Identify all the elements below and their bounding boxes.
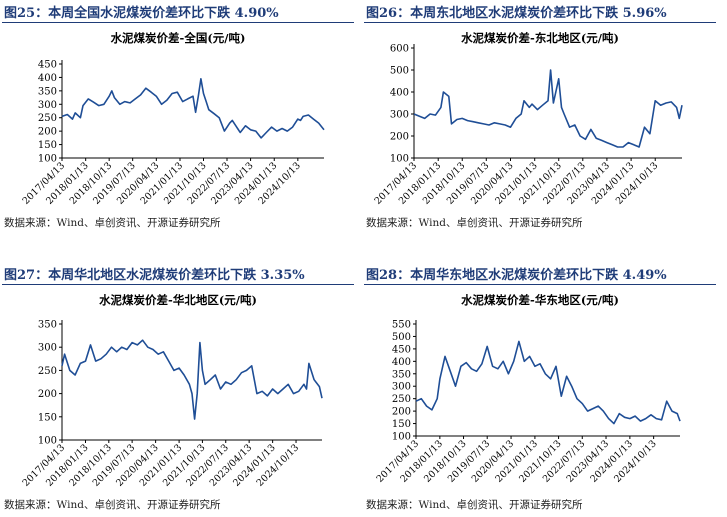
chart: 水泥煤炭价差-全国(元/吨)45040035030025020015010020… (21, 31, 325, 207)
figure-panel: 图25：本周全国水泥煤炭价差环比下跌 4.90% 水泥煤炭价差-全国(元/吨) 4… (2, 0, 358, 255)
title-rule (2, 22, 354, 23)
source-note: 数据来源：Wind、卓创资讯、开源证券研究所 (4, 499, 221, 511)
y-tick-label: 300 (38, 343, 57, 354)
figure-title: 图26：本周东北地区水泥煤炭价差环比下跌 5.96% (366, 6, 667, 21)
chart: 水泥煤炭价差-东北地区(元/吨)6005004003002001002017/0… (373, 31, 683, 207)
title-rule (2, 284, 354, 285)
y-tick-label: 500 (392, 332, 411, 343)
source-note: 数据来源：Wind、卓创资讯、开源证券研究所 (366, 499, 583, 511)
series-line (61, 77, 325, 139)
chart-title: 水泥煤炭价差-华北地区(元/吨) (99, 293, 257, 307)
y-tick-label: 400 (38, 73, 57, 84)
title-rule (364, 22, 716, 23)
y-tick-label: 200 (390, 132, 409, 143)
figure-title: 图28：本周华东地区水泥煤炭价差环比下跌 4.49% (366, 268, 667, 283)
y-tick-label: 450 (38, 60, 57, 71)
y-tick-label: 350 (392, 369, 411, 380)
chart-title: 水泥煤炭价差-全国(元/吨) (111, 31, 246, 45)
y-tick-label: 250 (392, 394, 411, 405)
series-line (413, 69, 683, 148)
y-tick-label: 300 (390, 110, 409, 121)
y-tick-label: 250 (38, 113, 57, 124)
y-tick-label: 550 (392, 320, 411, 331)
y-tick-label: 350 (38, 320, 57, 331)
y-tick-label: 200 (392, 407, 411, 418)
y-tick-label: 600 (390, 44, 409, 55)
y-tick-label: 400 (392, 357, 411, 368)
y-tick-label: 250 (38, 366, 57, 377)
source-note: 数据来源：Wind、卓创资讯、开源证券研究所 (4, 217, 221, 229)
y-tick-label: 150 (38, 412, 57, 423)
y-tick-label: 200 (38, 127, 57, 138)
chart: 水泥煤炭价差-华北地区(元/吨)3503002502001501002017/0… (21, 293, 323, 489)
y-tick-label: 500 (390, 66, 409, 77)
figure-title: 图27：本周华北地区水泥煤炭价差环比下跌 3.35% (4, 268, 305, 283)
y-tick-label: 200 (38, 389, 57, 400)
source-note: 数据来源：Wind、卓创资讯、开源证券研究所 (366, 217, 583, 229)
series-line (61, 339, 323, 420)
series-line (415, 340, 681, 425)
chart-title: 水泥煤炭价差-东北地区(元/吨) (461, 31, 619, 45)
y-tick-label: 100 (392, 432, 411, 443)
y-tick-label: 100 (38, 154, 57, 165)
y-tick-label: 100 (390, 154, 409, 165)
y-tick-label: 100 (38, 436, 57, 447)
title-rule (364, 284, 716, 285)
y-tick-label: 150 (38, 140, 57, 151)
y-tick-label: 350 (38, 86, 57, 97)
figure-panel: 图28：本周华东地区水泥煤炭价差环比下跌 4.49% 水泥煤炭价差-华东地区(元… (364, 262, 720, 517)
y-tick-label: 150 (392, 419, 411, 430)
figure-panel: 图26：本周东北地区水泥煤炭价差环比下跌 5.96% 水泥煤炭价差-东北地区(元… (364, 0, 720, 255)
y-tick-label: 450 (392, 344, 411, 355)
figure-title: 图25：本周全国水泥煤炭价差环比下跌 4.90% (4, 6, 279, 21)
y-tick-label: 300 (38, 100, 57, 111)
y-tick-label: 400 (390, 88, 409, 99)
y-tick-label: 300 (392, 382, 411, 393)
chart-title: 水泥煤炭价差-华东地区(元/吨) (461, 293, 619, 307)
figure-panel: 图27：本周华北地区水泥煤炭价差环比下跌 3.35% 水泥煤炭价差-华北地区(元… (2, 262, 358, 517)
